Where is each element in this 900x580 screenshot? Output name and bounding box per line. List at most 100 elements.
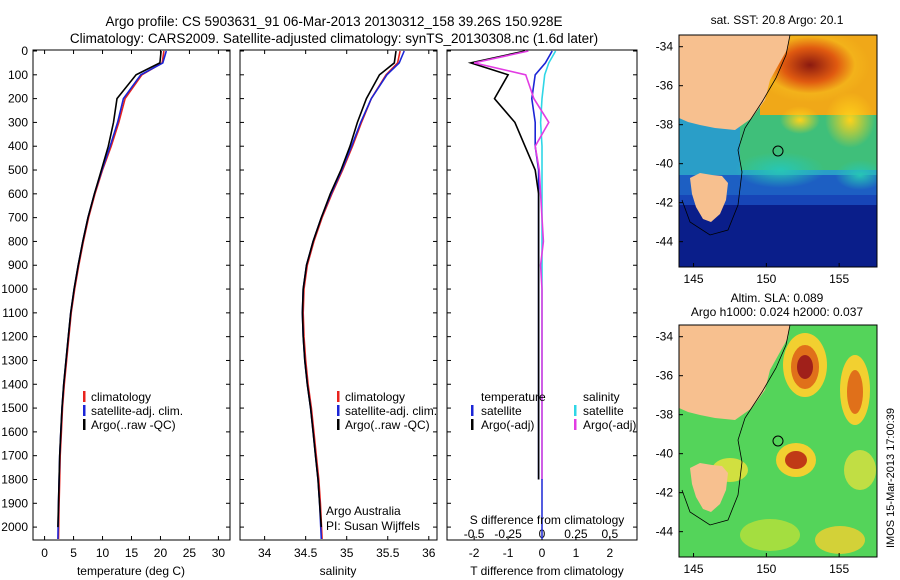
difference-curves (467, 50, 557, 539)
x-tick-label: 0 (41, 546, 48, 560)
depth-tick-label: 200 (8, 92, 28, 106)
series-line-climatology (57, 50, 165, 540)
sst-map-title: sat. SST: 20.8 Argo: 20.1 (711, 13, 844, 27)
legend-head-salinity: salinity (583, 390, 620, 404)
sst-map-frame (678, 34, 878, 268)
s-tick-label: -0.5 (464, 527, 485, 541)
legend-text: Argo(..raw -QC) (345, 418, 430, 432)
depth-tick-label: 700 (8, 211, 28, 225)
legend-swatch-satellite (83, 405, 86, 416)
depth-tick-label: 1300 (1, 353, 28, 367)
depth-tick-label: 400 (8, 139, 28, 153)
sst-map-image (679, 35, 877, 267)
map-y-tick-label: -38 (656, 408, 674, 422)
difference-xlabel: T difference from climatology (470, 564, 624, 578)
title-line-2: Climatology: CARS2009. Satellite-adjuste… (70, 31, 598, 46)
map-x-tick-label: 155 (829, 272, 849, 286)
x-tick-label: 10 (96, 546, 110, 560)
sst-map-x-ticks: 145 150 155 (684, 263, 849, 286)
legend-swatch-argo (83, 419, 86, 430)
map-y-tick-label: -44 (656, 235, 674, 249)
depth-tick-label: 2000 (1, 520, 28, 534)
series-line-salinity-satellite (539, 50, 557, 480)
salinity-legend: climatology satellite-adj. clim. Argo(..… (337, 390, 437, 432)
s-difference-label: S difference from climatology (470, 513, 625, 527)
map-y-tick-label: -44 (656, 525, 674, 539)
depth-tick-label: 1900 (1, 496, 28, 510)
sla-map-frame (678, 324, 878, 558)
x-tick-label: 35 (340, 546, 354, 560)
depth-tick-label: 800 (8, 234, 28, 248)
depth-tick-label: 1400 (1, 377, 28, 391)
depth-tick-label: 1100 (2, 306, 28, 320)
map-y-tick-label: -36 (656, 79, 674, 93)
x-tick-label: 34.5 (294, 546, 318, 560)
depth-tick-label: 1800 (1, 472, 28, 486)
map-x-tick-label: 150 (756, 562, 776, 576)
series-line-argo-raw-qc- (57, 50, 162, 528)
sla-map-image (679, 325, 877, 557)
sst-argo-marker (772, 145, 784, 157)
legend-swatch-t-satellite (471, 405, 474, 416)
s-tick-label: 0.5 (602, 527, 619, 541)
legend-text: climatology (91, 390, 151, 404)
sla-map-title-1: Altim. SLA: 0.089 (731, 291, 824, 305)
x-tick-label: 20 (154, 546, 168, 560)
sla-argo-marker (772, 435, 784, 447)
depth-tick-label: 600 (8, 187, 28, 201)
legend-text: climatology (345, 390, 405, 404)
depth-tick-label: 1500 (1, 401, 28, 415)
x-tick-label: 25 (183, 546, 197, 560)
depth-tick-label: 0 (21, 44, 28, 58)
legend-swatch-climatology (337, 391, 340, 402)
depth-tick-label: 300 (8, 115, 28, 129)
sla-map-y-ticks: -34 -36 -38 -40 -42 -44 (656, 330, 683, 539)
x-tick-label: 36 (422, 546, 436, 560)
series-line-salinity-argo-adj- (473, 50, 550, 480)
legend-head-temperature: temperature (481, 390, 546, 404)
temperature-legend: climatology satellite-adj. clim. Argo(..… (83, 390, 183, 432)
salinity-panel-frame (239, 49, 438, 541)
legend-text: Argo(..raw -QC) (91, 418, 176, 432)
x-tick-label: 15 (125, 546, 139, 560)
map-x-tick-label: 150 (756, 272, 776, 286)
x-tick-label: -1 (503, 546, 514, 560)
depth-tick-label: 500 (8, 163, 28, 177)
credit-line-1: Argo Australia (326, 504, 401, 518)
sst-map-y-ticks: -34 -36 -38 -40 -42 -44 (656, 40, 683, 249)
s-tick-label: -0.25 (494, 527, 522, 541)
depth-tick-label: 1600 (1, 425, 28, 439)
x-tick-label: 35.5 (376, 546, 400, 560)
legend-text: Argo(-adj) (481, 418, 534, 432)
sla-map-x-ticks: 145 150 155 (684, 553, 849, 576)
legend-text: satellite (481, 404, 522, 418)
depth-axis: 0 100 200 300 400 500 600 700 800 900 1000 1100 1200… (1, 44, 637, 534)
map-y-tick-label: -34 (656, 330, 674, 344)
x-tick-label: 0 (539, 546, 546, 560)
map-y-tick-label: -40 (656, 157, 674, 171)
legend-swatch-climatology (83, 391, 86, 402)
x-tick-label: 30 (212, 546, 226, 560)
depth-tick-label: 1000 (1, 282, 28, 296)
temperature-x-ticks: 0 5 10 15 20 25 30 (41, 50, 225, 560)
temperature-panel-frame (32, 49, 231, 541)
legend-text: satellite-adj. clim. (345, 404, 437, 418)
legend-text: satellite-adj. clim. (91, 404, 183, 418)
map-y-tick-label: -42 (656, 486, 674, 500)
legend-text: Argo(-adj) (583, 418, 636, 432)
salinity-curves (301, 50, 405, 540)
series-line-temperature-argo-adj- (467, 50, 540, 480)
x-tick-label: 1 (573, 546, 580, 560)
legend-swatch-s-argo (574, 419, 577, 430)
series-line-climatology (302, 50, 401, 540)
credit-line-2: PI: Susan Wijffels (326, 519, 420, 533)
s-tick-label: 0.25 (564, 527, 588, 541)
depth-tick-label: 100 (8, 68, 28, 82)
legend-text: satellite (583, 404, 624, 418)
legend-swatch-satellite (337, 405, 340, 416)
legend-swatch-s-satellite (574, 405, 577, 416)
title-line-1: Argo profile: CS 5903631_91 06-Mar-2013 … (105, 14, 562, 29)
map-y-tick-label: -36 (656, 369, 674, 383)
